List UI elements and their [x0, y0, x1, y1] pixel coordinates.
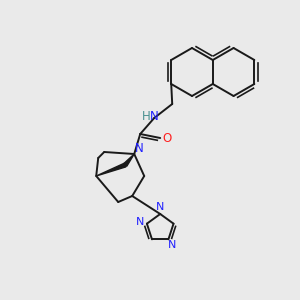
- Text: N: N: [135, 142, 144, 155]
- Text: N: N: [156, 202, 164, 212]
- Text: N: N: [150, 110, 159, 124]
- Text: O: O: [163, 131, 172, 145]
- Polygon shape: [96, 163, 126, 176]
- Text: N: N: [136, 217, 144, 226]
- Text: H: H: [142, 110, 151, 124]
- Polygon shape: [124, 154, 134, 166]
- Text: N: N: [168, 240, 177, 250]
